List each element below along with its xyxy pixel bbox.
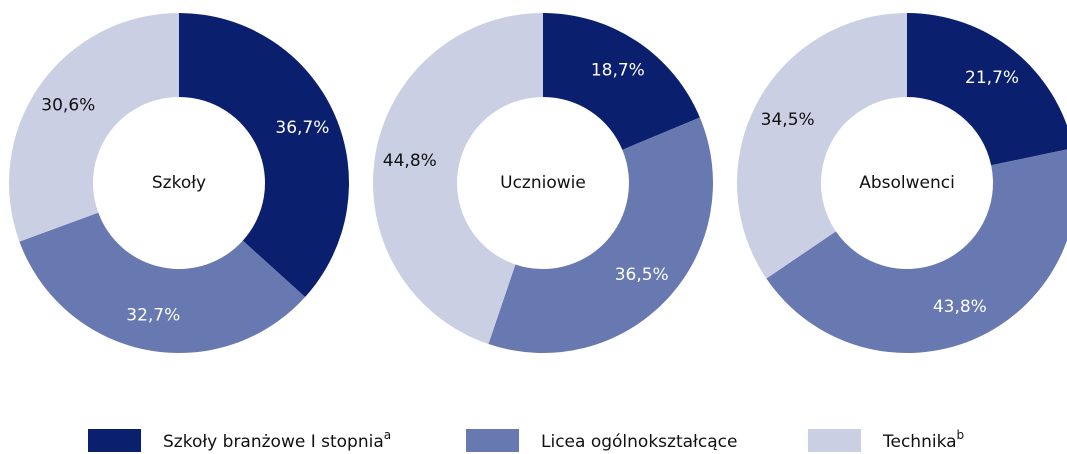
center-label: Szkoły xyxy=(152,173,206,193)
donut-slice xyxy=(9,13,180,242)
legend-name: Szkoły branżowe I stopnia xyxy=(163,432,384,452)
legend-swatch xyxy=(88,429,141,452)
donut-slice xyxy=(907,13,1067,166)
center-label: Absolwenci xyxy=(859,173,955,193)
donut-slice xyxy=(373,13,543,345)
donut-slice xyxy=(543,13,700,150)
legend-name: Technika xyxy=(882,432,957,452)
value-label: 30,6% xyxy=(41,96,95,116)
legend-name: Licea ogólnokształcące xyxy=(541,432,737,452)
legend-label: Licea ogólnokształcące xyxy=(541,432,737,452)
value-label: 36,5% xyxy=(615,265,669,285)
value-label: 32,7% xyxy=(126,306,180,326)
donut-slice xyxy=(488,117,713,354)
legend-sup: a xyxy=(384,428,391,442)
donut-slice xyxy=(766,149,1067,353)
value-label: 34,5% xyxy=(761,110,815,130)
center-label: Uczniowie xyxy=(500,173,586,193)
donut-slice xyxy=(19,212,306,353)
value-label: 44,8% xyxy=(383,151,437,171)
legend-label: Technikab xyxy=(882,428,964,453)
donut-slice xyxy=(179,13,349,298)
value-label: 43,8% xyxy=(933,297,987,317)
legend-swatch xyxy=(466,429,519,452)
legend-swatch xyxy=(808,429,861,452)
value-label: 21,7% xyxy=(965,68,1019,88)
value-label: 36,7% xyxy=(275,118,329,138)
donut-slice xyxy=(736,13,907,279)
legend-sup: b xyxy=(957,428,965,442)
legend-label: Szkoły branżowe I stopniaa xyxy=(163,428,391,453)
value-label: 18,7% xyxy=(591,61,645,81)
